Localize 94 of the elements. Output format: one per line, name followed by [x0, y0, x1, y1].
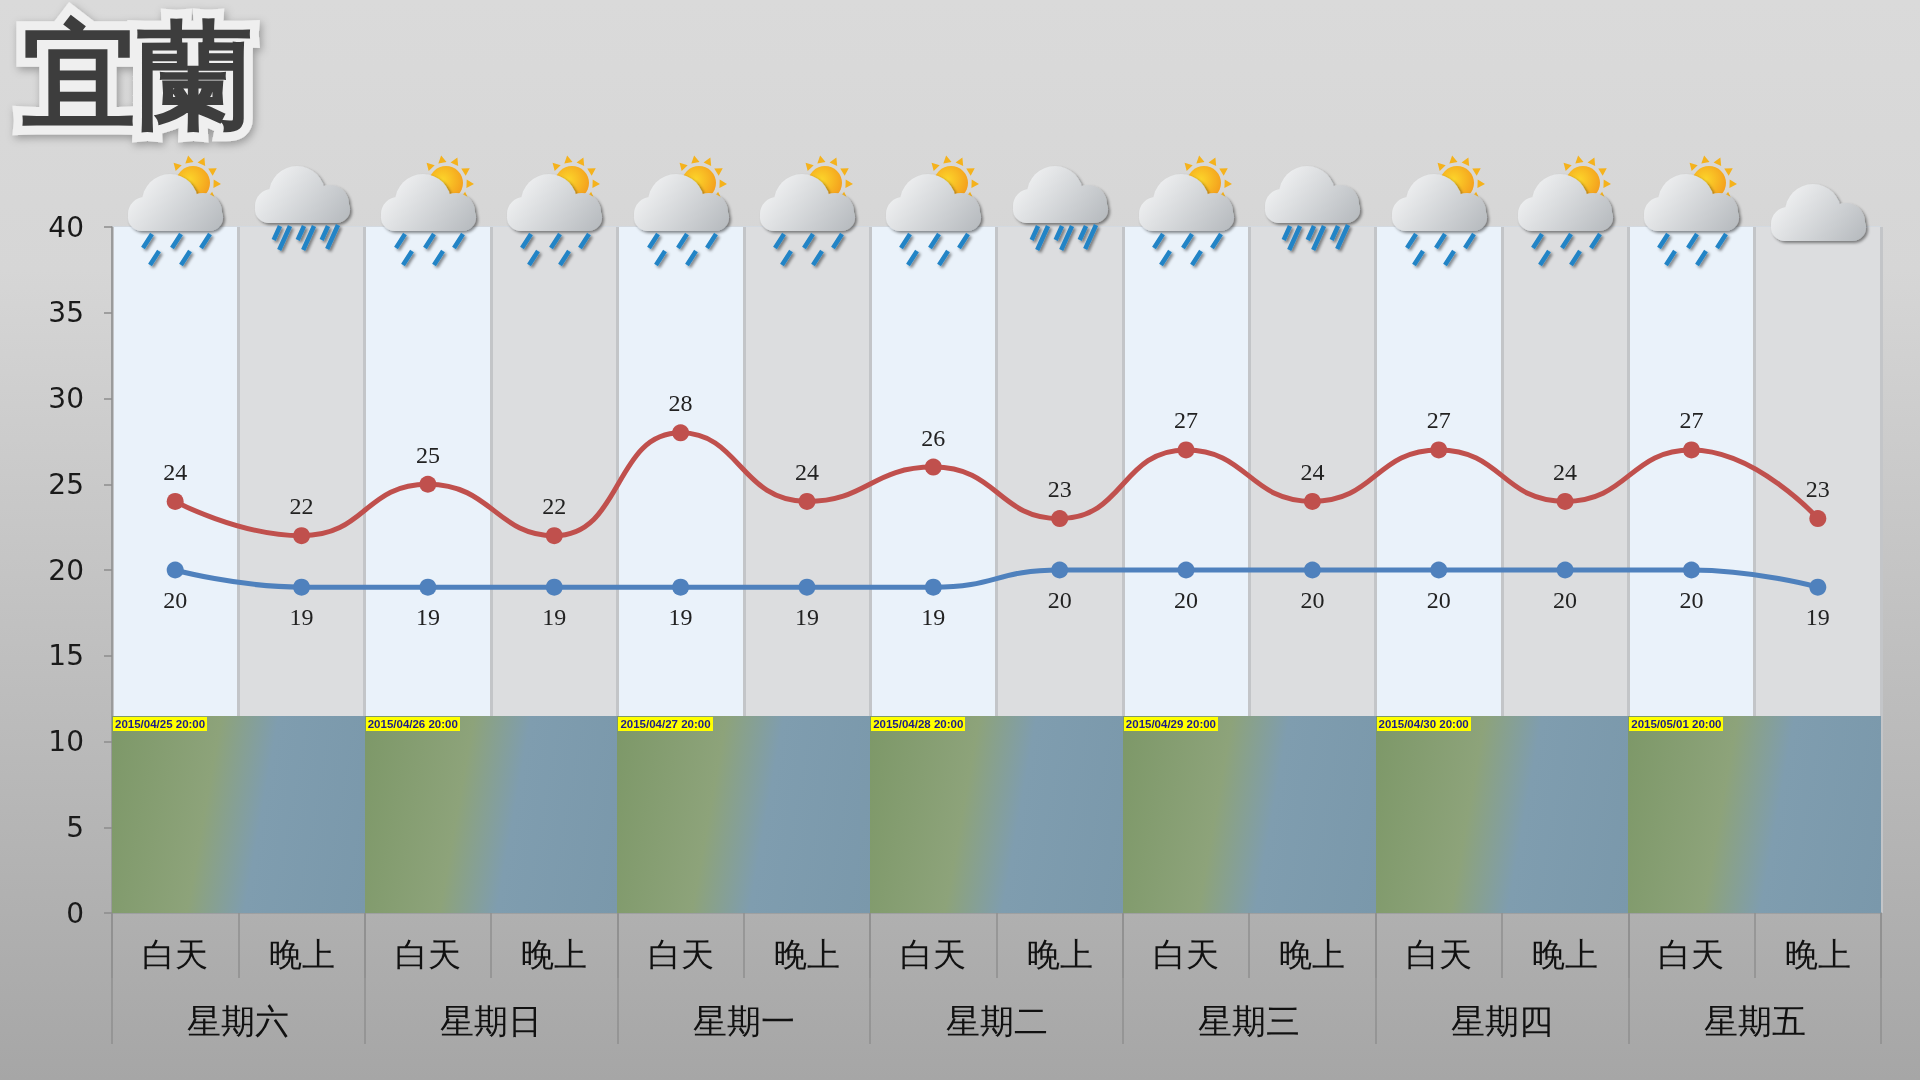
data-label: 19 — [668, 603, 693, 630]
point — [924, 578, 942, 596]
data-label: 20 — [1679, 586, 1704, 613]
data-label: 19 — [289, 603, 314, 630]
point — [672, 424, 690, 442]
data-label: 19 — [542, 603, 567, 630]
point — [798, 578, 816, 596]
point — [1051, 561, 1069, 579]
data-label: 20 — [1047, 586, 1072, 613]
x-tick-label: 白天 — [900, 935, 967, 974]
x-tick-label: 晚上 — [521, 935, 588, 974]
x-tick-label: 白天 — [1153, 935, 1220, 974]
data-label: 27 — [1426, 407, 1451, 434]
text: 星期五 — [1703, 1001, 1806, 1041]
annotation: 2015/04/29 20:00 — [1123, 717, 1219, 731]
point — [1430, 441, 1448, 459]
x-tick-label: 白天 — [647, 935, 714, 974]
annotation: 2015/04/27 20:00 — [618, 717, 713, 731]
point — [1682, 561, 1700, 579]
point — [1177, 441, 1195, 459]
point — [1051, 510, 1069, 528]
point — [293, 578, 311, 596]
data-label: 20 — [163, 586, 188, 613]
point — [1682, 441, 1700, 459]
text: 星期三 — [1198, 1001, 1301, 1041]
x-tick-label: 白天 — [394, 935, 461, 974]
point — [1556, 561, 1574, 579]
text: 星期二 — [945, 1001, 1048, 1041]
text: 星期一 — [692, 1001, 795, 1041]
text: 星期六 — [187, 1001, 290, 1041]
data-label: 23 — [1805, 476, 1830, 503]
point — [1556, 492, 1574, 510]
point — [166, 492, 184, 510]
point — [419, 578, 437, 596]
data-label: 19 — [921, 603, 946, 630]
y-tick-label: 10 — [48, 725, 84, 758]
data-label: 22 — [289, 493, 314, 520]
data-label: 22 — [542, 493, 567, 520]
data-label: 19 — [794, 603, 819, 630]
data-label: 20 — [1300, 586, 1325, 613]
y-tick-label: 15 — [48, 639, 84, 673]
y-tick-label: 30 — [48, 382, 84, 415]
annotation: 2015/04/26 20:00 — [365, 717, 460, 731]
point — [1430, 561, 1448, 579]
x-tick-label: 晚上 — [1279, 935, 1346, 974]
point — [419, 475, 437, 493]
data-label: 19 — [1805, 603, 1830, 630]
point — [166, 561, 184, 579]
point — [545, 578, 563, 596]
annotation: 2015/04/30 20:00 — [1376, 717, 1471, 731]
data-label: 24 — [163, 458, 188, 485]
text: 星期四 — [1450, 1001, 1553, 1041]
data-label: 26 — [921, 424, 946, 451]
data-label: 24 — [794, 458, 819, 485]
annotation: 2015/04/25 20:00 — [113, 717, 208, 731]
y-tick-label: 40 — [48, 210, 84, 244]
y-tick-label: 25 — [48, 467, 84, 501]
text: 星期日 — [440, 1001, 543, 1041]
data-label: 23 — [1047, 476, 1072, 503]
x-tick-label: 晚上 — [1026, 935, 1093, 974]
point — [293, 527, 311, 545]
y-tick-label: 20 — [48, 553, 84, 587]
y-tick-label: 5 — [66, 810, 84, 844]
y-tick-label: 35 — [48, 296, 84, 330]
data-label: 20 — [1426, 586, 1451, 613]
point — [672, 578, 690, 596]
x-tick-label: 晚上 — [268, 935, 335, 974]
point — [924, 458, 942, 476]
point — [1303, 492, 1321, 510]
x-tick-label: 白天 — [1658, 935, 1725, 974]
point — [545, 527, 563, 545]
chart-title: 宜蘭 — [21, 7, 253, 143]
data-label: 25 — [415, 441, 440, 468]
data-label: 20 — [1174, 586, 1199, 613]
point — [798, 492, 816, 510]
data-label: 28 — [668, 390, 693, 417]
x-tick-label: 晚上 — [773, 935, 840, 974]
point — [1177, 561, 1195, 579]
data-label: 19 — [415, 603, 440, 630]
annotation: 2015/05/01 20:00 — [1629, 717, 1724, 731]
x-tick-label: 白天 — [1405, 935, 1472, 974]
data-label: 24 — [1553, 458, 1578, 485]
annotation: 2015/04/28 20:00 — [871, 717, 966, 731]
data-label: 27 — [1174, 407, 1199, 434]
data-label: 20 — [1553, 586, 1578, 613]
data-label: 27 — [1679, 407, 1704, 434]
point — [1809, 510, 1827, 528]
point — [1303, 561, 1321, 579]
x-tick-label: 晚上 — [1784, 935, 1851, 974]
x-tick-label: 白天 — [142, 935, 209, 974]
x-tick-label: 晚上 — [1532, 935, 1599, 974]
data-label: 24 — [1300, 458, 1325, 485]
y-tick-label: 0 — [66, 896, 84, 930]
point — [1809, 578, 1827, 596]
